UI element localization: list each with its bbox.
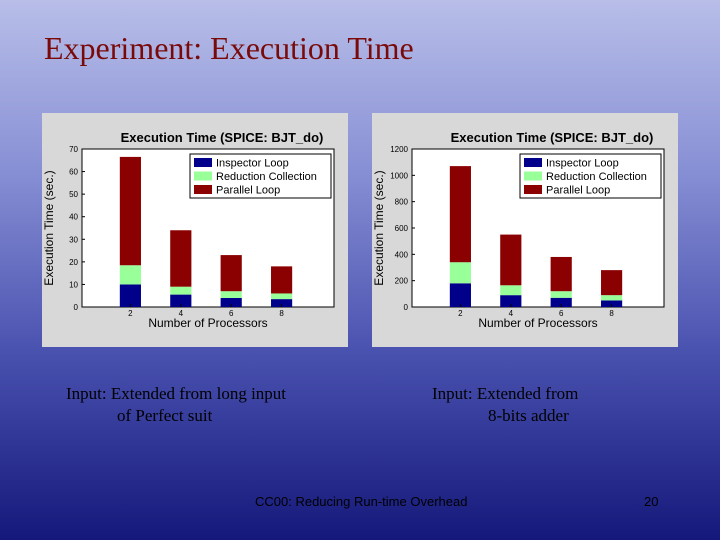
chart-left-bar-parallel-loop [271, 266, 293, 294]
caption-left-line2: of Perfect suit [117, 406, 213, 425]
chart-right-bar-inspector-loop [500, 295, 522, 307]
chart-right-bar-parallel-loop [449, 166, 471, 263]
chart-right-ylabel: Execution Time (sec.) [372, 170, 386, 285]
chart-right-legend-swatch [524, 171, 542, 181]
chart-right-ytick-label: 400 [395, 250, 409, 259]
chart-left-bar-reduction-collection [271, 293, 293, 300]
caption-right-line1: Input: Extended from [432, 384, 579, 403]
chart-left-bar-parallel-loop [119, 156, 141, 266]
chart-left-ytick-label: 40 [69, 213, 78, 222]
chart-right-legend-label: Reduction Collection [546, 171, 647, 183]
chart-right-ytick-label: 1000 [390, 171, 408, 180]
chart-left-legend [189, 153, 332, 199]
chart-right-bar-inspector-loop [449, 283, 471, 307]
chart-left-bar-parallel-loop [220, 255, 242, 292]
chart-left-legend-label: Reduction Collection [216, 171, 317, 183]
chart-left-ytick-label: 50 [69, 190, 78, 199]
chart-left-ylabel: Execution Time (sec.) [42, 170, 56, 285]
chart-left-bar-inspector-loop [119, 284, 141, 307]
chart-right-bar-inspector-loop [601, 300, 623, 307]
chart-left-legend-swatch [194, 158, 212, 167]
chart-left-legend-label: Parallel Loop [216, 185, 280, 197]
chart-right-ytick-label: 1200 [390, 145, 408, 154]
chart-left-title: Execution Time (SPICE: BJT_do) [121, 130, 324, 145]
chart-left-bar-reduction-collection [220, 291, 242, 298]
chart-left-xtick-label: 6 [229, 309, 234, 318]
chart-right-ytick-label: 600 [395, 224, 409, 233]
chart-right-bar-parallel-loop [601, 270, 623, 296]
footer-text: CC00: Reducing Run-time Overhead [255, 494, 468, 509]
chart-right-bar-reduction-collection [449, 262, 471, 284]
chart-left-bar-inspector-loop [220, 297, 242, 307]
chart-right-legend [519, 153, 662, 199]
chart-left-ytick-label: 0 [74, 303, 79, 312]
chart-right-ytick-label: 200 [395, 277, 409, 286]
chart-left-legend-label: Inspector Loop [216, 158, 289, 170]
chart-left-ytick-label: 60 [69, 168, 78, 177]
chart-left-xtick-label: 4 [179, 309, 184, 318]
chart-right-ytick-label: 800 [395, 198, 409, 207]
chart-right-title: Execution Time (SPICE: BJT_do) [451, 130, 654, 145]
caption-right-line2: 8-bits adder [488, 406, 569, 425]
chart-right-xtick-label: 6 [559, 309, 564, 318]
slide-title: Experiment: Execution Time [44, 30, 414, 66]
chart-right-ytick-label: 0 [404, 303, 409, 312]
chart-right-bar-reduction-collection [500, 285, 522, 296]
chart-right-xtick-label: 2 [458, 309, 463, 318]
chart-left-ytick-label: 30 [69, 235, 78, 244]
chart-left-bar-inspector-loop [271, 299, 293, 307]
chart-right-svg: Execution Time (SPICE: BJT_do) 0 200 400 600… [372, 130, 665, 330]
chart-left: Execution Time (SPICE: BJT_do) 0 10 20 30 40 5… [42, 113, 348, 347]
chart-left-xtick-label: 8 [279, 309, 284, 318]
chart-left-xlabel: Number of Processors [148, 316, 267, 330]
chart-left-bar-parallel-loop [170, 230, 192, 287]
chart-right-legend-swatch [524, 158, 542, 167]
chart-right-legend-label: Inspector Loop [546, 158, 619, 170]
chart-right-xtick-label: 8 [609, 309, 614, 318]
page-number: 20 [644, 494, 659, 509]
chart-right: Execution Time (SPICE: BJT_do) 0 200 400 600… [372, 113, 678, 347]
caption-left-line1: Input: Extended from long input [66, 384, 287, 403]
chart-left-ytick-label: 10 [69, 280, 78, 289]
chart-right-bar-parallel-loop [500, 234, 522, 286]
chart-left-ytick-label: 20 [69, 258, 78, 267]
chart-right-xlabel: Number of Processors [478, 316, 597, 330]
chart-right-xtick-label: 4 [509, 309, 514, 318]
chart-left-bar-reduction-collection [170, 286, 192, 295]
chart-right-legend-swatch [524, 185, 542, 194]
chart-left-ytick-label: 70 [69, 145, 78, 154]
chart-left-bar-inspector-loop [170, 294, 192, 307]
chart-left-xtick-label: 2 [128, 309, 133, 318]
chart-left-bar-reduction-collection [119, 265, 141, 285]
chart-right-bar-inspector-loop [550, 297, 572, 307]
chart-left-legend-swatch [194, 171, 212, 181]
chart-right-bar-reduction-collection [550, 291, 572, 298]
chart-right-bar-reduction-collection [601, 295, 623, 301]
chart-right-legend-label: Parallel Loop [546, 185, 610, 197]
chart-left-svg: Execution Time (SPICE: BJT_do) 0 10 20 30 40 5… [42, 130, 335, 330]
chart-right-bar-parallel-loop [550, 256, 572, 292]
chart-left-legend-swatch [194, 185, 212, 194]
